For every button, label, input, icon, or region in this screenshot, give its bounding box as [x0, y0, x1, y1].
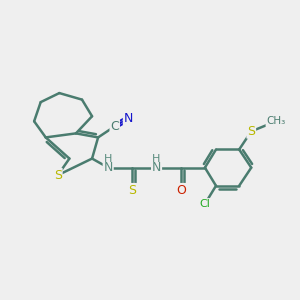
Text: S: S	[128, 184, 136, 197]
Text: N: N	[124, 112, 133, 125]
Text: S: S	[247, 125, 255, 138]
Text: S: S	[54, 169, 62, 182]
Text: H: H	[152, 154, 161, 164]
Text: CH₃: CH₃	[266, 116, 286, 126]
Text: C: C	[110, 120, 119, 133]
Text: O: O	[176, 184, 186, 197]
Text: H: H	[104, 154, 112, 164]
Text: N: N	[152, 161, 161, 174]
Text: N: N	[103, 161, 113, 174]
Text: Cl: Cl	[200, 199, 210, 209]
